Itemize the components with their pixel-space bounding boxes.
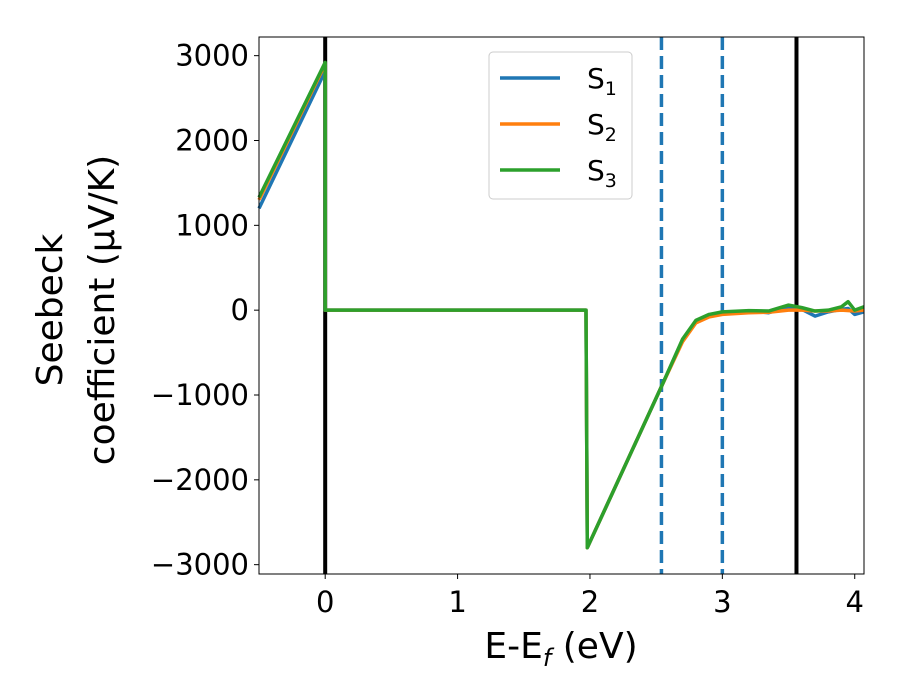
y-tick-label: −3000 bbox=[151, 548, 249, 582]
series-lines bbox=[257, 60, 865, 550]
y-axis-label-line2: coefficient (μV/K) bbox=[82, 155, 123, 465]
x-tick-label: 0 bbox=[316, 585, 334, 619]
legend: S1 S2 S3 bbox=[488, 51, 633, 200]
y-axis: −3000 −2000 −1000 0 1000 2000 3000 bbox=[151, 39, 259, 582]
legend-box bbox=[488, 51, 633, 200]
y-tick-label: 2000 bbox=[175, 123, 249, 157]
legend-label-S2: S2 bbox=[587, 108, 617, 146]
y-axis-label-line1: Seebeck bbox=[30, 233, 71, 386]
y-tick-label: −1000 bbox=[151, 378, 249, 412]
y-tick-label: 1000 bbox=[175, 208, 249, 242]
x-tick-label: 2 bbox=[581, 585, 599, 619]
x-tick-label: 3 bbox=[713, 585, 731, 619]
series-line-S3 bbox=[257, 60, 865, 550]
x-tick-label: 4 bbox=[846, 585, 864, 619]
y-tick-label: −2000 bbox=[151, 463, 249, 497]
y-tick-label: 3000 bbox=[175, 39, 249, 73]
plot-frame bbox=[258, 36, 865, 575]
x-axis: 0 1 2 3 4 bbox=[316, 574, 864, 619]
x-tick-label: 1 bbox=[448, 585, 466, 619]
y-tick-label: 0 bbox=[231, 293, 249, 327]
x-axis-label: E-Ef (eV) bbox=[484, 626, 637, 672]
legend-label-S1: S1 bbox=[587, 62, 617, 100]
legend-label-S3: S3 bbox=[587, 154, 617, 192]
